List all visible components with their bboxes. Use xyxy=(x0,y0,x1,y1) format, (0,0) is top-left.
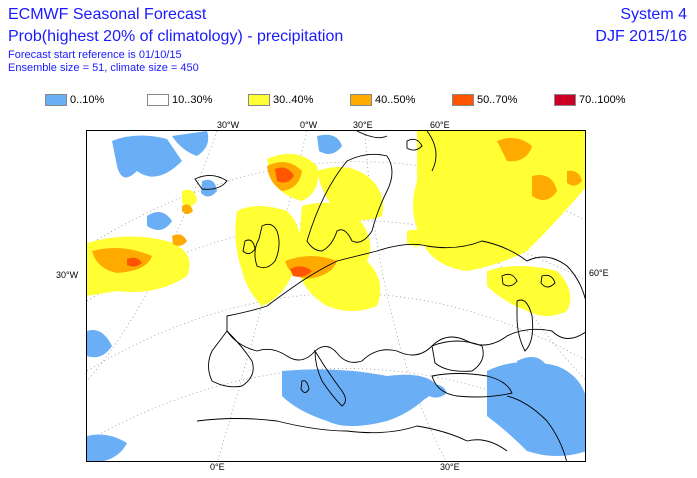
coastlines xyxy=(194,131,585,461)
chart-subtitle: Prob(highest 20% of climatology) - preci… xyxy=(8,28,344,45)
legend-swatch xyxy=(350,94,372,106)
chart-title: ECMWF Seasonal Forecast xyxy=(8,6,207,23)
legend-label: 40..50% xyxy=(375,94,416,106)
legend-item: 0..10% xyxy=(45,92,104,108)
legend-swatch xyxy=(248,94,270,106)
lat-label-left: 30°W xyxy=(56,270,79,280)
legend-item: 40..50% xyxy=(350,92,415,108)
system-label: System 4 xyxy=(620,6,687,23)
ensemble-size: Ensemble size = 51, climate size = 450 xyxy=(8,62,199,74)
legend-item: 70..100% xyxy=(554,92,625,108)
lon-label-30e: 30°E xyxy=(353,120,373,130)
lon-label-bottom-30e: 30°E xyxy=(440,462,460,472)
blue-regions xyxy=(87,131,585,461)
legend-label: 70..100% xyxy=(579,94,626,106)
forecast-map xyxy=(86,130,586,462)
forecast-start-reference: Forecast start reference is 01/10/15 xyxy=(8,49,182,61)
legend-swatch xyxy=(554,94,576,106)
legend-label: 50..70% xyxy=(477,94,518,106)
lat-label-right: 60°E xyxy=(589,268,609,278)
red-orange-regions xyxy=(127,167,312,277)
legend-swatch xyxy=(45,94,67,106)
legend-label: 30..40% xyxy=(273,94,314,106)
legend-label: 0..10% xyxy=(70,94,105,106)
season-label: DJF 2015/16 xyxy=(595,28,687,45)
lon-label-60e: 60°E xyxy=(430,120,450,130)
legend-label: 10..30% xyxy=(172,94,213,106)
map-canvas xyxy=(87,131,585,461)
legend-item: 30..40% xyxy=(248,92,313,108)
legend-item: 10..30% xyxy=(147,92,212,108)
legend-swatch xyxy=(452,94,474,106)
legend: 0..10% 10..30% 30..40% 40..50% 50..70% 7… xyxy=(0,92,697,110)
lon-label-30w: 30°W xyxy=(217,120,240,130)
lon-label-bottom-0e: 0°E xyxy=(210,462,225,472)
lon-label-0w: 0°W xyxy=(300,120,318,130)
legend-swatch xyxy=(147,94,169,106)
legend-item: 50..70% xyxy=(452,92,517,108)
